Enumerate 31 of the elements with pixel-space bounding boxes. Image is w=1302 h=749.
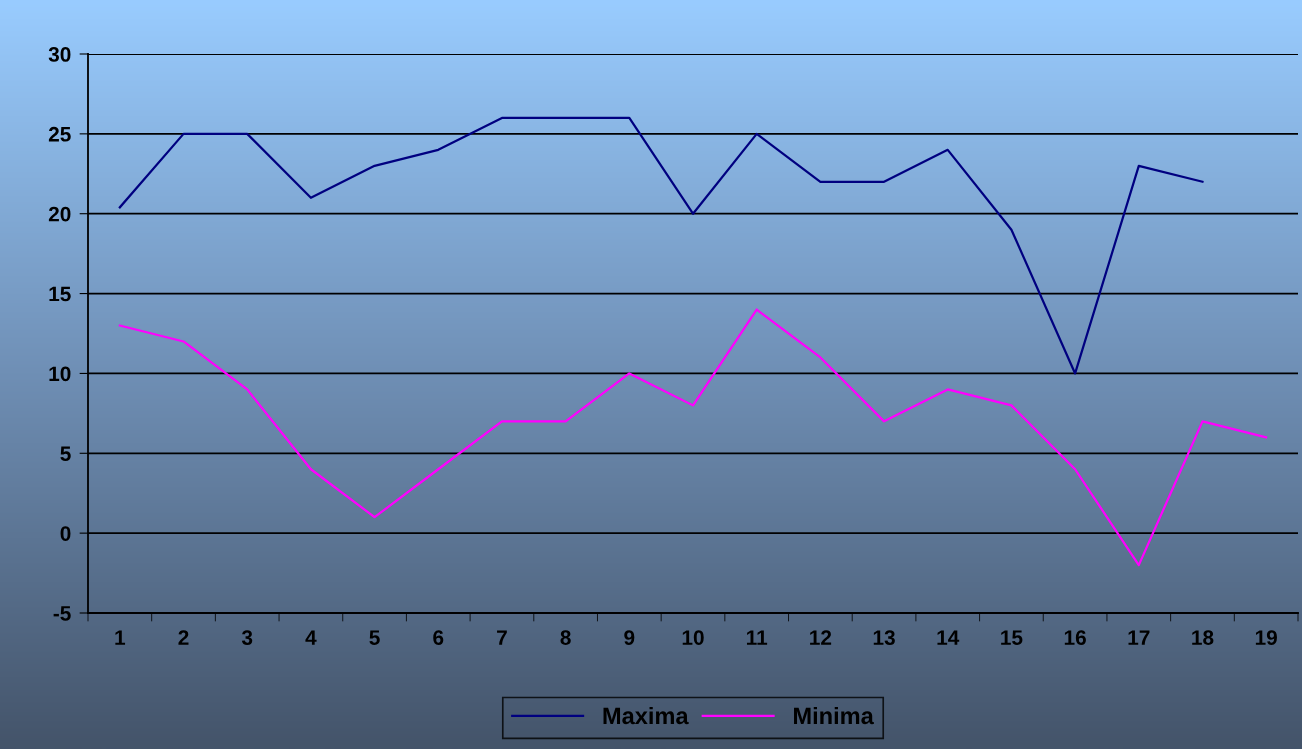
x-tick-label: 11 — [746, 630, 768, 645]
x-tick-label: 15 — [1001, 630, 1023, 645]
y-tick-label: 20 — [48, 206, 71, 222]
x-tick-label: 19 — [1255, 630, 1277, 645]
x-tick-label: 12 — [810, 630, 832, 645]
x-tick-label: 6 — [433, 630, 444, 645]
y-tick-label: 25 — [48, 126, 71, 142]
y-tick-label: -5 — [53, 606, 71, 621]
x-tick-label: 8 — [560, 630, 571, 645]
x-tick-label: 4 — [305, 630, 317, 645]
y-tick-label: 30 — [48, 47, 71, 62]
x-tick-label: 7 — [497, 630, 507, 645]
x-tick-label: 18 — [1192, 630, 1214, 645]
x-tick-label: 17 — [1128, 630, 1150, 645]
line-series — [118, 116, 1204, 375]
x-tick-label: 2 — [178, 630, 189, 645]
y-tick-label: 10 — [49, 366, 71, 382]
legend-label: Maxima — [603, 706, 689, 725]
x-tick-label: 16 — [1064, 630, 1086, 645]
x-tick-label: 13 — [873, 630, 895, 645]
x-tick-label: 9 — [624, 630, 635, 645]
y-tick-label: 5 — [60, 446, 71, 462]
x-tick-label: 10 — [682, 630, 704, 645]
legend-label: Minima — [794, 706, 874, 725]
x-tick-label: 14 — [937, 630, 960, 645]
y-tick-label: 0 — [60, 526, 71, 541]
y-tick-label: 15 — [49, 286, 71, 302]
line-series — [118, 308, 1268, 567]
x-tick-label: 5 — [369, 630, 380, 645]
x-tick-label: 3 — [241, 630, 253, 645]
x-tick-label: 1 — [115, 630, 126, 645]
